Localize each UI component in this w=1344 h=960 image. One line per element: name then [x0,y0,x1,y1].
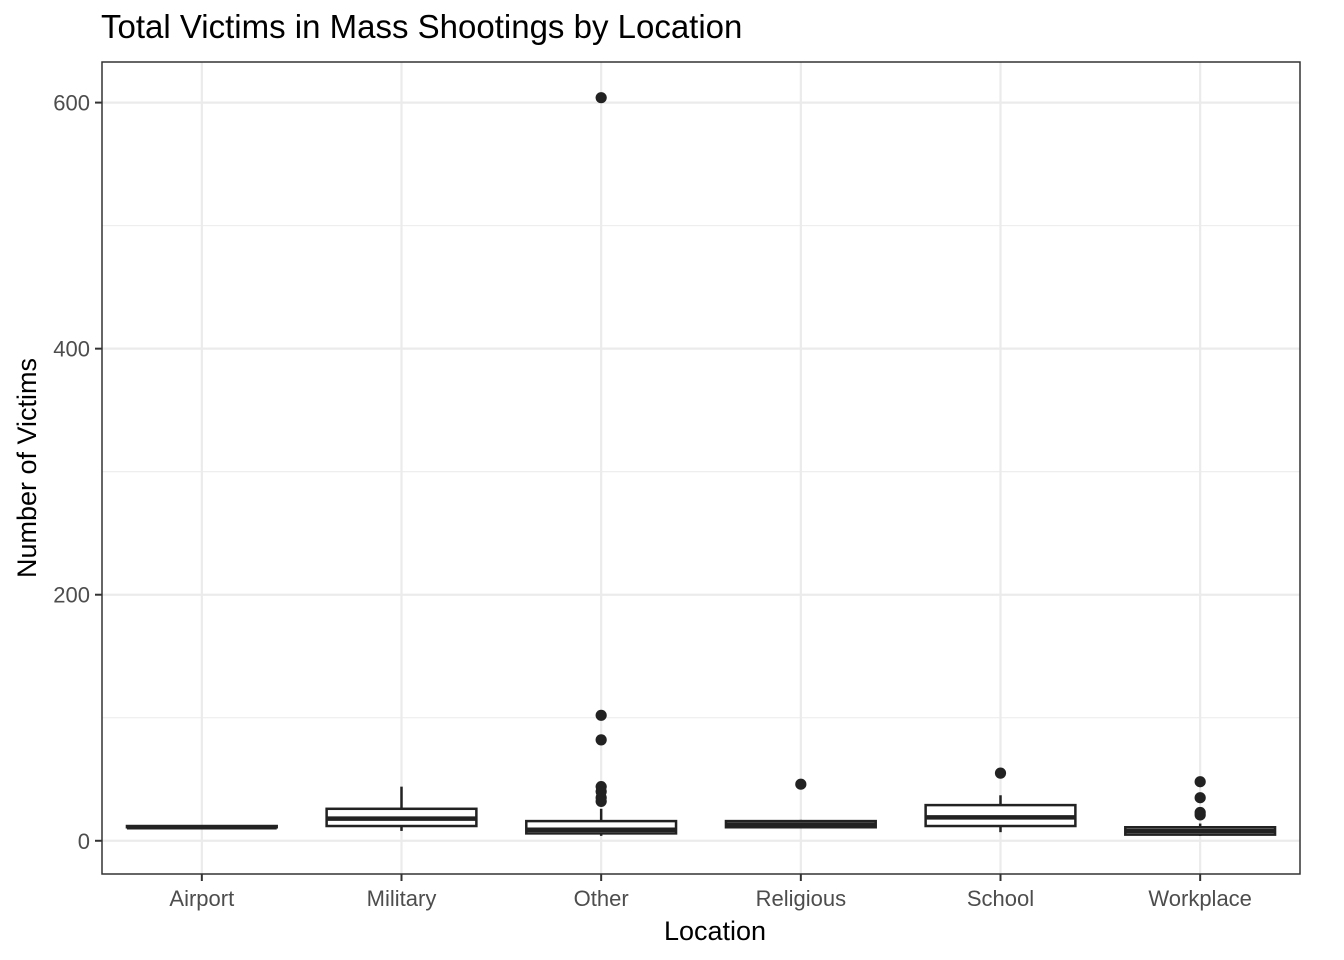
x-tick-label: Workplace [1148,886,1252,911]
outlier-point [1194,776,1206,788]
x-tick-label: School [967,886,1034,911]
x-tick-label: Airport [169,886,234,911]
x-tick-label: Military [367,886,437,911]
box-plot-workplace [1124,776,1277,836]
x-tick-label: Religious [756,886,847,911]
outlier-point [595,92,607,104]
box-plot-military [325,786,478,831]
plot-panel-border [101,61,1301,875]
grid-lines [102,62,1300,874]
outlier-point [994,767,1007,779]
outlier-point [1194,792,1206,804]
outlier-point [1194,806,1206,819]
y-tick-label: 400 [53,337,90,362]
y-tick-label: 200 [53,583,90,608]
x-tick-label: Other [574,886,629,911]
outlier-point [595,734,607,746]
y-tick-label: 0 [78,829,90,854]
outlier-point [595,781,607,793]
box-plot-other [525,92,678,836]
outlier-point [795,778,807,790]
x-axis-title: Location [664,916,766,946]
axes: 0 200 400 600 Airport Military Other Religious S… [53,91,1252,911]
y-tick-label: 600 [53,91,90,116]
box-plots [125,92,1277,836]
box-plot-airport [125,824,278,830]
box-plot-religious [724,778,877,829]
y-axis-title: Number of Victims [12,358,42,578]
chart-title: Total Victims in Mass Shootings by Locat… [101,8,742,45]
box-plot-school [924,767,1077,833]
outlier-point [595,709,607,721]
